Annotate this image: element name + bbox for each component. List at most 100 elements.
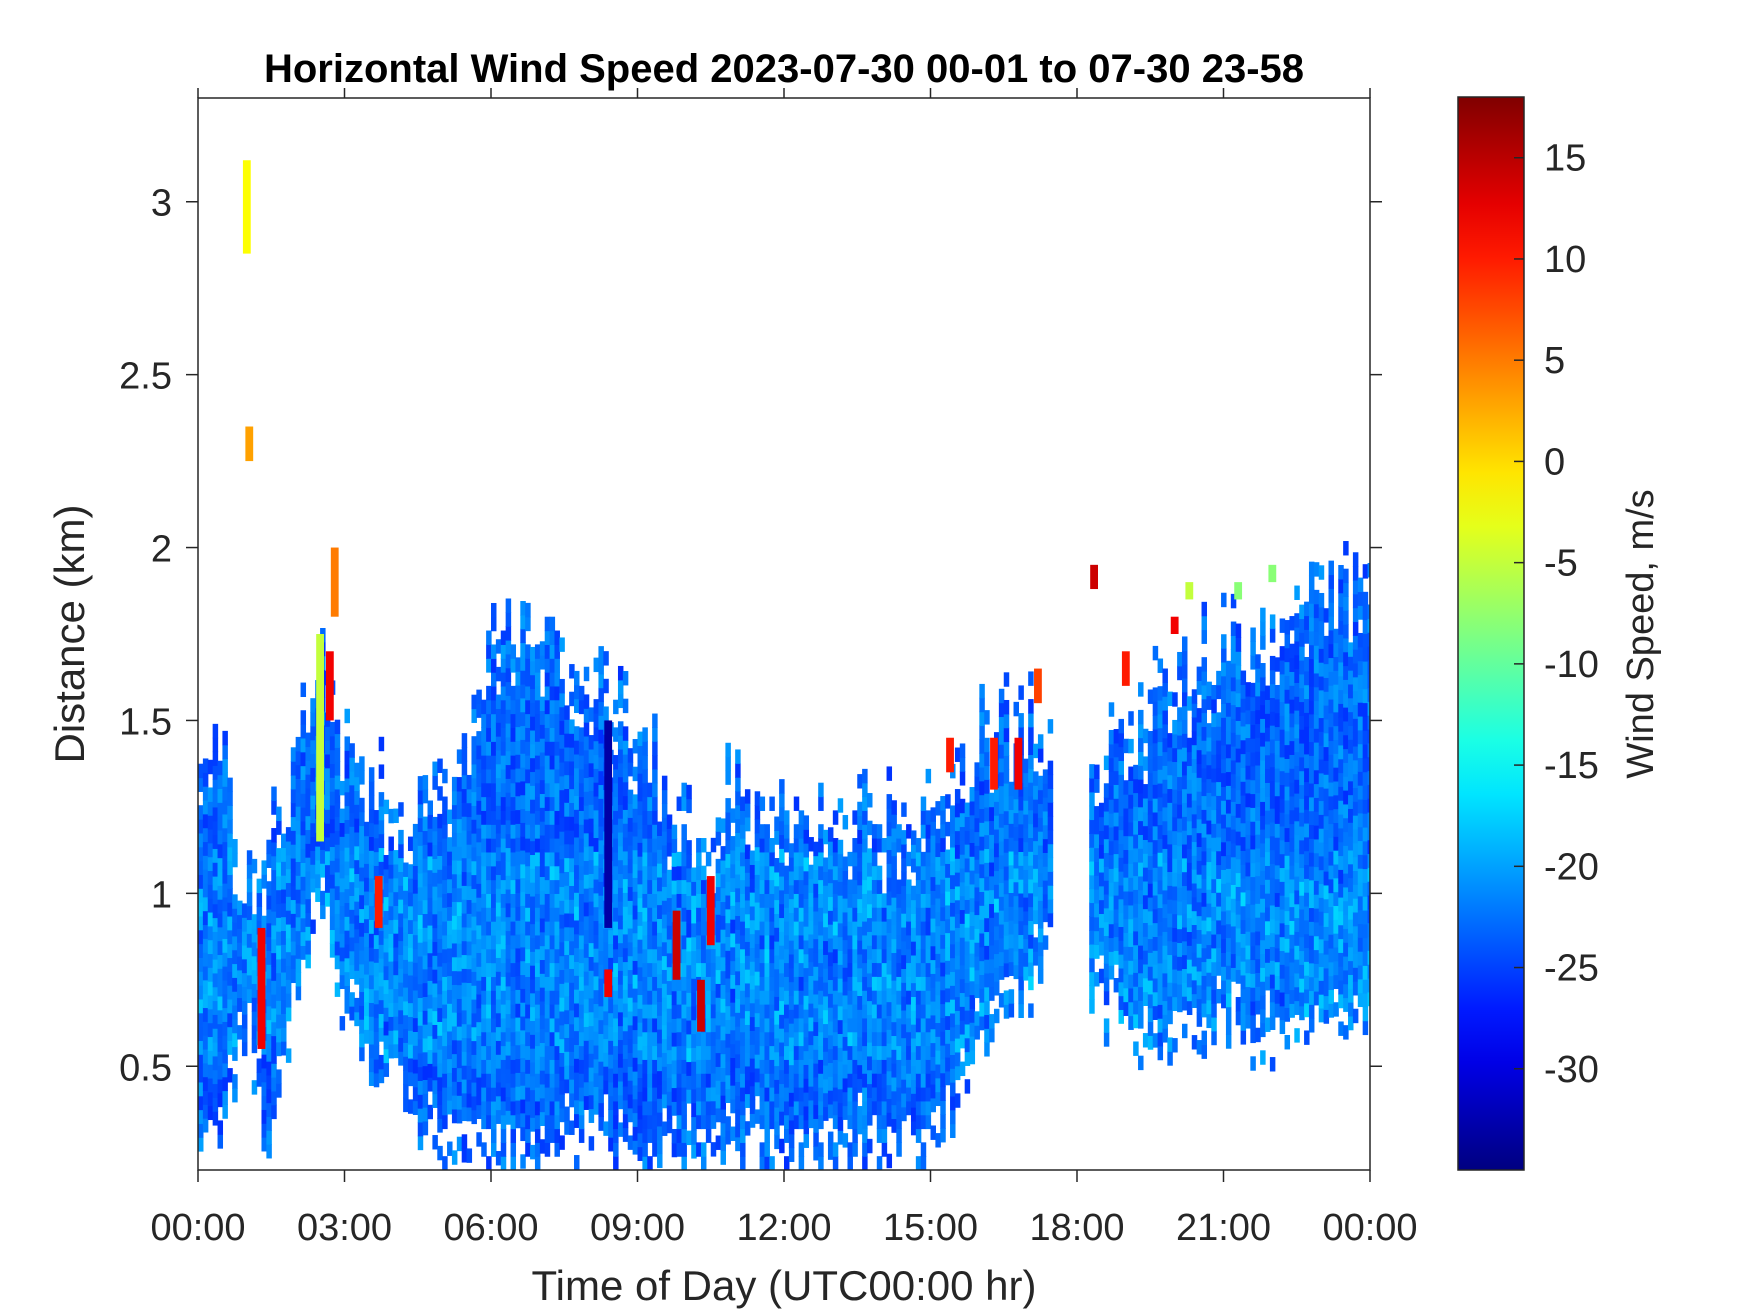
heatmap-cell <box>920 1156 927 1170</box>
heatmap-cell <box>442 796 448 811</box>
heatmap-cell <box>544 990 551 1005</box>
heatmap-cell <box>964 844 971 859</box>
heatmap-cell <box>945 1043 951 1058</box>
heatmap-cell <box>998 868 1005 884</box>
heatmap-cell <box>891 910 897 926</box>
heatmap-cell <box>613 921 619 936</box>
heatmap-cell <box>505 833 512 849</box>
heatmap-cell <box>368 864 375 879</box>
heatmap-cell <box>1138 737 1144 752</box>
heatmap-cell <box>300 834 307 850</box>
heatmap-cell <box>886 1001 893 1017</box>
heatmap-cell <box>339 891 346 907</box>
heatmap-cell <box>945 1015 951 1030</box>
heatmap-cell <box>798 934 805 950</box>
heatmap-cell <box>525 990 531 1005</box>
heatmap-cell <box>974 928 980 943</box>
heatmap-cell <box>1128 960 1134 975</box>
heatmap-cell <box>925 824 932 839</box>
heatmap-cell <box>1047 885 1054 900</box>
heatmap-cell <box>969 953 976 968</box>
heatmap-cell <box>285 951 292 967</box>
heatmap-cell <box>622 961 629 976</box>
heatmap-cell <box>505 653 512 669</box>
heatmap-cell <box>515 837 521 852</box>
heatmap-cell <box>1118 788 1124 803</box>
heatmap-cell <box>324 726 331 741</box>
heatmap-cell <box>246 905 253 921</box>
heatmap-cell <box>412 865 419 880</box>
heatmap-cell <box>583 1040 590 1055</box>
heatmap-cell <box>647 1004 653 1019</box>
heatmap-cell <box>1103 783 1110 798</box>
heatmap-cell <box>305 829 311 844</box>
heatmap-cell <box>1221 758 1227 774</box>
heatmap-cell <box>1103 907 1110 923</box>
heatmap-cell <box>232 1018 238 1034</box>
heatmap-cell <box>534 1004 541 1019</box>
heatmap-cell <box>261 860 267 875</box>
heatmap-cell <box>427 1104 433 1120</box>
heatmap-cell <box>906 1031 912 1047</box>
heatmap-cell <box>671 1087 678 1102</box>
heatmap-cell <box>588 790 595 805</box>
heatmap-cell <box>1206 833 1212 849</box>
heatmap-cell <box>1113 978 1120 993</box>
heatmap-cell <box>657 918 663 933</box>
heatmap-cell <box>232 1004 238 1020</box>
heatmap-cell <box>246 960 253 976</box>
heatmap-cell <box>217 1078 224 1094</box>
heatmap-cell <box>207 1008 214 1024</box>
heatmap-cell <box>1042 907 1049 923</box>
heatmap-cell <box>788 981 795 997</box>
heatmap-cell <box>329 763 336 778</box>
heatmap-cell <box>295 792 302 807</box>
heatmap-cell <box>1201 615 1208 631</box>
heatmap-cell <box>867 793 873 808</box>
heatmap-cell <box>486 630 492 645</box>
heatmap-cell <box>627 886 634 901</box>
heatmap-cell <box>910 927 917 942</box>
heatmap-cell <box>227 888 233 903</box>
heatmap-cell <box>945 987 951 1003</box>
heatmap-cell <box>412 1031 419 1046</box>
heatmap-cell <box>237 914 243 929</box>
heatmap-cell <box>202 1035 209 1050</box>
heatmap-cell <box>564 1009 570 1025</box>
heatmap-cell <box>867 931 873 946</box>
heatmap-cell <box>1152 687 1159 702</box>
heatmap-cell <box>608 1054 614 1069</box>
heatmap-cell <box>993 898 1000 913</box>
heatmap-cell <box>896 1100 902 1116</box>
heatmap-cell <box>696 948 702 964</box>
heatmap-cell <box>364 918 370 934</box>
heatmap-cell <box>442 1073 448 1088</box>
heatmap-cell <box>495 1012 502 1028</box>
heatmap-cell <box>329 832 336 848</box>
heatmap-cell <box>574 684 580 700</box>
heatmap-cell <box>466 982 473 997</box>
heatmap-cell <box>349 992 355 1007</box>
heatmap-cell <box>950 943 956 959</box>
heatmap-cell <box>832 934 839 950</box>
heatmap-cell <box>534 685 541 701</box>
heatmap-cell <box>520 683 526 699</box>
heatmap-cell <box>534 713 541 728</box>
heatmap-cell <box>500 727 507 742</box>
heatmap-cell <box>354 1011 360 1027</box>
heatmap-cell <box>559 914 565 929</box>
heatmap-cell <box>1008 892 1015 907</box>
heatmap-cell <box>364 835 370 851</box>
heatmap-cell <box>823 829 829 845</box>
heatmap-cell <box>1221 703 1227 718</box>
heatmap-cell <box>891 966 897 981</box>
heatmap-cell <box>471 1081 477 1097</box>
heatmap-cell <box>349 853 355 869</box>
heatmap-cell <box>1167 733 1173 748</box>
heatmap-cell <box>715 969 722 984</box>
heatmap-cell <box>471 999 477 1014</box>
heatmap-cell <box>632 918 639 934</box>
heatmap-cell <box>476 855 482 871</box>
heatmap-cell <box>642 907 648 922</box>
